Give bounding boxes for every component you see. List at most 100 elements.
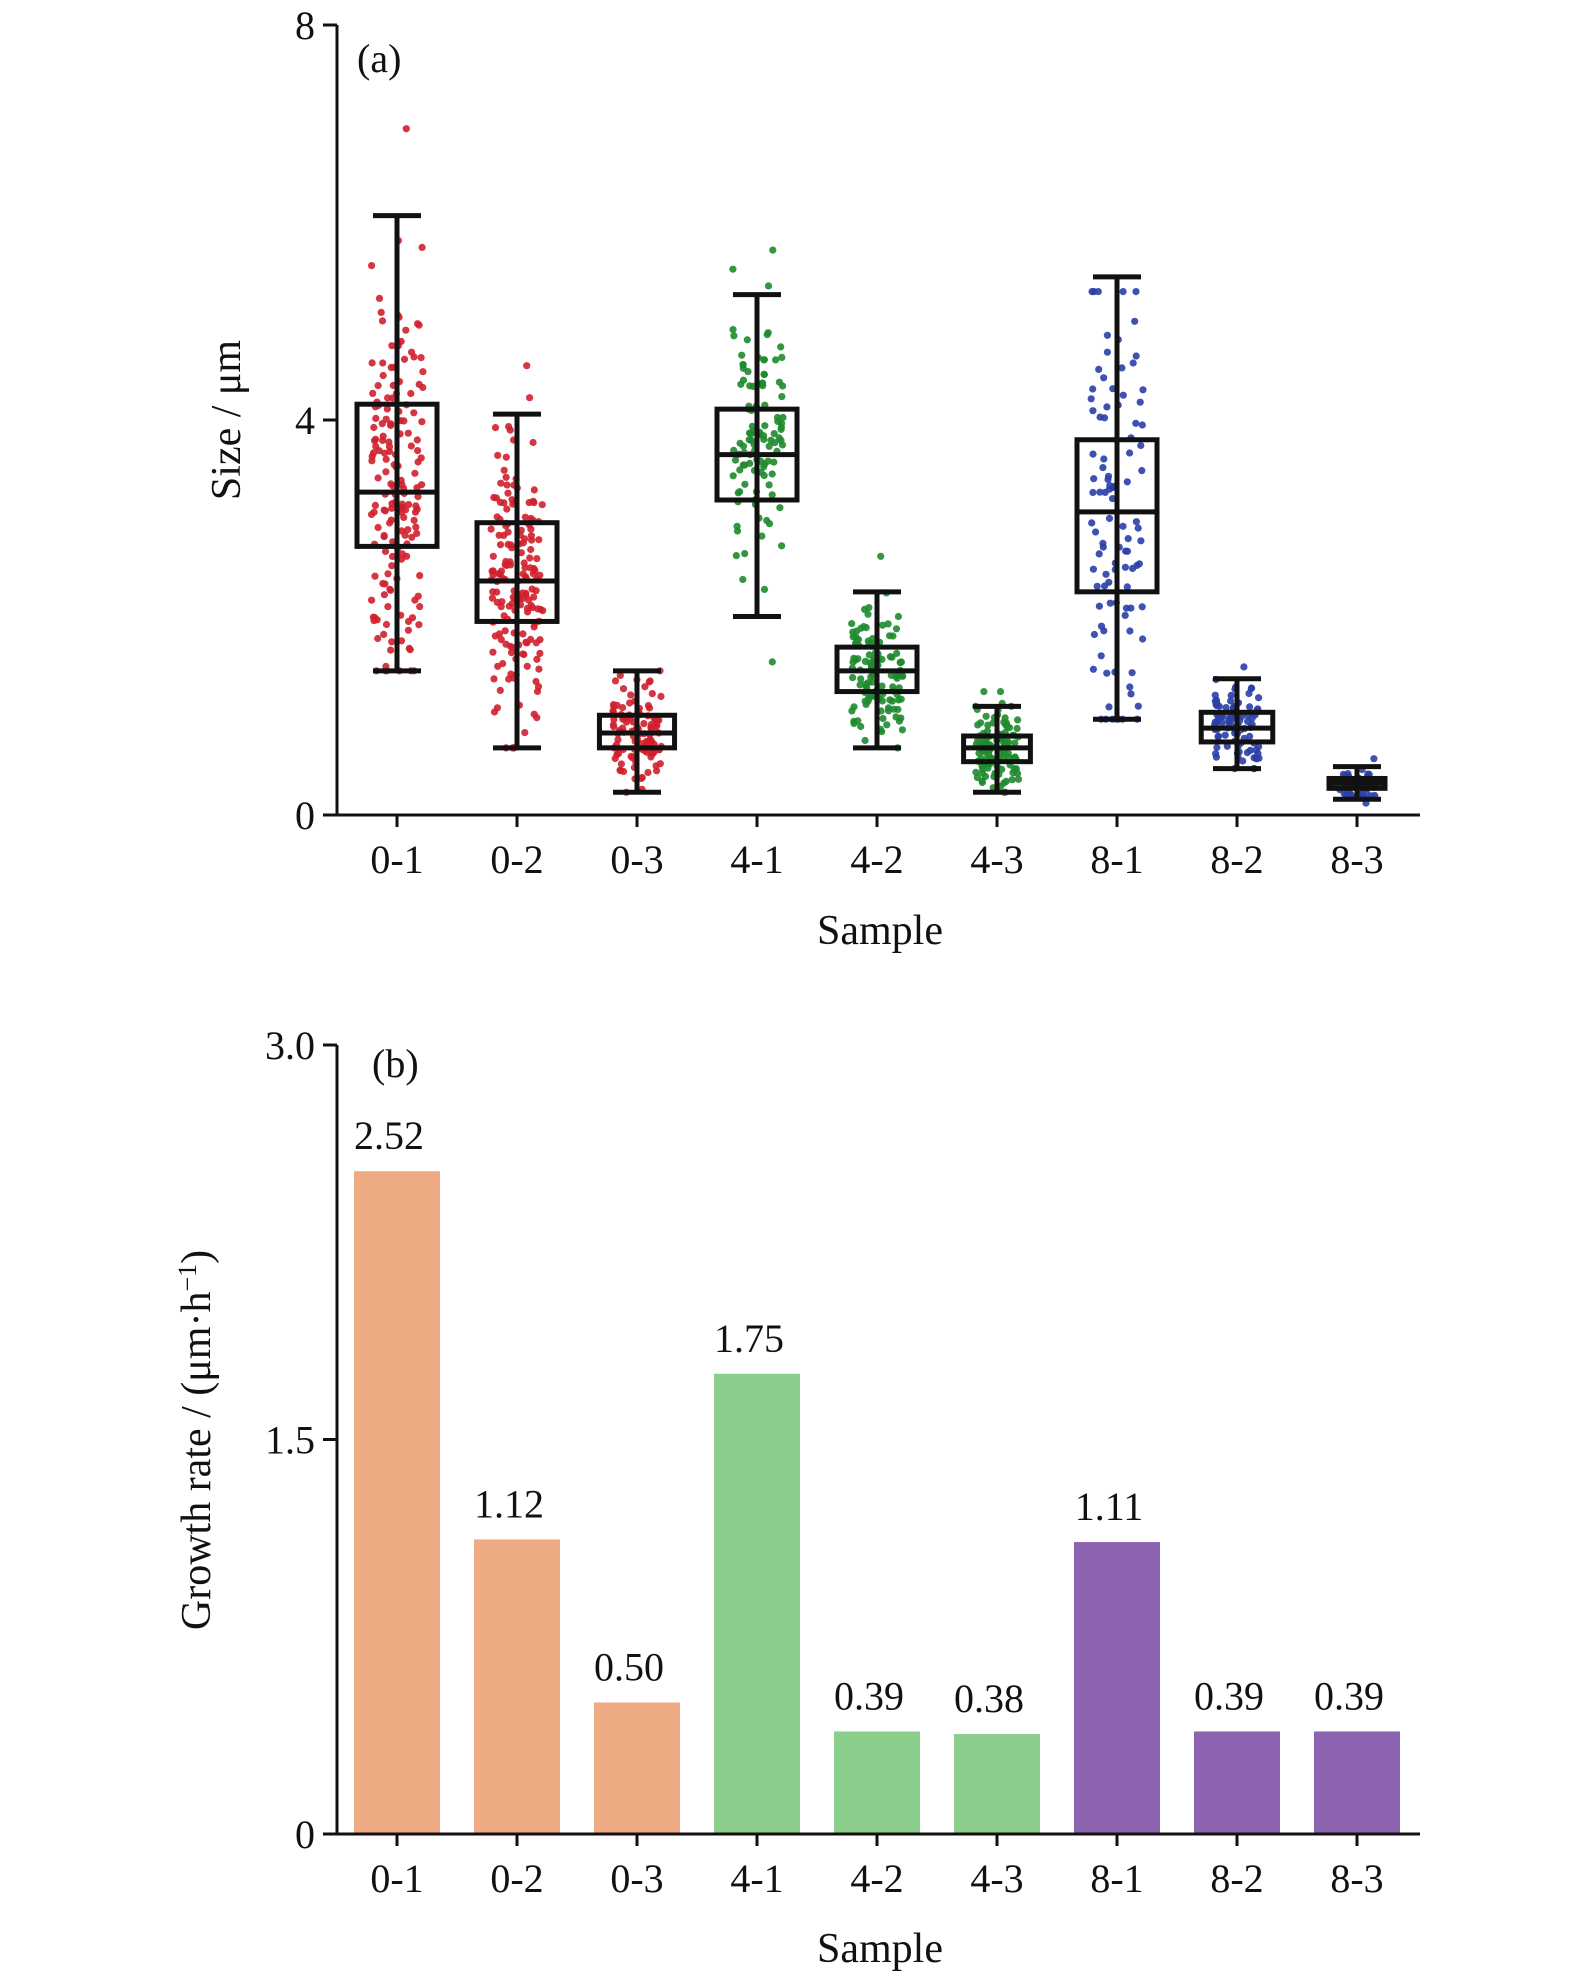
panel-a-data-point bbox=[1128, 669, 1136, 677]
panel-a-data-point bbox=[1129, 359, 1137, 367]
panel-a-data-point bbox=[1013, 724, 1021, 733]
panel-a-data-point bbox=[861, 697, 869, 705]
panel-a-data-point bbox=[761, 422, 769, 430]
panel-a-data-point bbox=[400, 417, 408, 425]
panel-a-data-point bbox=[619, 685, 628, 693]
panel-a-data-point bbox=[853, 637, 861, 646]
panel-a-data-point bbox=[609, 707, 617, 715]
panel-a-data-point bbox=[877, 552, 885, 560]
panel-a-data-point bbox=[411, 596, 419, 604]
panel-b-x-tick-label: 4-3 bbox=[970, 1856, 1023, 1901]
panel-b-x-tick-label: 8-2 bbox=[1210, 1856, 1263, 1901]
panel-a-data-point bbox=[503, 505, 511, 513]
panel-a-data-point bbox=[530, 564, 538, 573]
panel-a-data-point bbox=[765, 442, 773, 450]
panel-a-data-point bbox=[1370, 755, 1378, 763]
panel-a-data-point bbox=[1002, 739, 1010, 747]
panel-a-data-point bbox=[1218, 719, 1226, 727]
panel-a-x-tick-label: 8-1 bbox=[1090, 837, 1143, 882]
panel-a-data-point bbox=[505, 602, 513, 610]
panel-a-data-point bbox=[402, 125, 410, 133]
panel-a-data-point bbox=[506, 558, 514, 566]
panel-a-data-point bbox=[1255, 743, 1263, 751]
panel-a-data-point bbox=[398, 500, 406, 508]
panel-a-data-point bbox=[377, 308, 385, 316]
panel-a-data-point bbox=[523, 362, 531, 370]
panel-a-data-point bbox=[1226, 713, 1234, 722]
panel-a-data-point bbox=[1123, 478, 1131, 486]
panel-a-data-point bbox=[883, 721, 891, 729]
panel-a-data-point bbox=[1132, 352, 1140, 360]
panel-a-data-point bbox=[1248, 684, 1256, 692]
panel-a-data-point bbox=[412, 523, 420, 531]
panel-a-data-point bbox=[764, 282, 773, 290]
panel-a-data-point bbox=[856, 681, 864, 689]
panel-a-data-point bbox=[410, 516, 418, 524]
panel-a-data-point bbox=[774, 417, 782, 425]
panel-a-data-point bbox=[1136, 398, 1144, 406]
panel-a-data-point bbox=[379, 579, 387, 588]
panel-a-data-point bbox=[853, 627, 861, 635]
panel-a-data-point bbox=[408, 614, 417, 622]
panel-a-data-point bbox=[530, 499, 538, 507]
panel-a-data-point bbox=[497, 479, 505, 487]
panel-a-data-point bbox=[410, 409, 418, 417]
panel-a-data-point bbox=[1001, 714, 1009, 722]
panel-a-data-point bbox=[489, 648, 497, 656]
panel-a-data-point bbox=[850, 654, 858, 663]
panel-a-data-point bbox=[506, 642, 515, 650]
panel-a-data-point bbox=[894, 612, 903, 621]
panel-b-y-axis-title-superscript: −1 bbox=[173, 1264, 202, 1292]
panel-a-data-point bbox=[1134, 702, 1142, 710]
panel-a-data-point bbox=[503, 481, 511, 489]
panel-a-data-point bbox=[497, 603, 505, 611]
panel-a-data-point bbox=[489, 552, 497, 560]
panel-a-data-point bbox=[848, 707, 856, 715]
panel-a-data-point bbox=[739, 575, 747, 584]
panel-a-data-point bbox=[864, 679, 872, 687]
panel-a-data-point bbox=[1100, 414, 1109, 422]
panel-a-data-point bbox=[521, 564, 529, 572]
panel-a-data-point bbox=[778, 393, 786, 401]
panel-a-data-point bbox=[1014, 770, 1022, 778]
panel-a-data-point bbox=[1092, 528, 1100, 536]
panel-a-data-point bbox=[495, 630, 503, 638]
panel-a-data-point bbox=[627, 691, 635, 699]
panel-a-data-point bbox=[496, 541, 505, 549]
panel-a-y-tick-label: 8 bbox=[295, 3, 315, 48]
panel-a-data-point bbox=[527, 635, 535, 644]
panel-a-data-point bbox=[879, 621, 887, 629]
panel-a-data-point bbox=[996, 688, 1005, 696]
panel-a-data-point bbox=[388, 638, 396, 646]
panel-a-data-point bbox=[644, 702, 653, 710]
panel-a-data-point bbox=[890, 705, 898, 713]
panel-a-data-point bbox=[893, 674, 901, 682]
panel-a-data-point bbox=[416, 572, 424, 580]
panel-a-data-point bbox=[768, 491, 776, 499]
panel-a-data-point bbox=[760, 356, 769, 364]
panel-b-bar bbox=[954, 1734, 1040, 1834]
panel-a-data-point bbox=[778, 353, 786, 361]
panel-a-data-point bbox=[611, 754, 619, 763]
panel-a-data-point bbox=[496, 570, 504, 579]
panel-a-data-point bbox=[401, 531, 409, 539]
panel-a-data-point bbox=[538, 501, 546, 509]
panel-a-data-point bbox=[763, 516, 771, 525]
panel-a-data-point bbox=[379, 371, 387, 380]
panel-a-x-tick-label: 0-1 bbox=[370, 837, 423, 882]
panel-a-data-point bbox=[1240, 663, 1248, 671]
panel-a-data-point bbox=[384, 603, 392, 611]
panel-a-data-point bbox=[892, 625, 901, 633]
panel-a-data-point bbox=[768, 470, 776, 478]
panel-a-data-point bbox=[524, 608, 532, 616]
panel-a-data-point bbox=[1089, 450, 1097, 458]
panel-a-data-point bbox=[1088, 519, 1096, 527]
panel-a-data-point bbox=[884, 620, 892, 628]
panel-a-data-point bbox=[1106, 599, 1114, 607]
panel-a-data-point bbox=[408, 533, 416, 541]
panel-a-data-point bbox=[640, 720, 648, 728]
panel-a-data-point bbox=[733, 522, 741, 530]
panel-a-data-point bbox=[523, 662, 531, 670]
panel-b-y-ticks: 0 1.5 3.0 bbox=[265, 1023, 337, 1857]
panel-a-data-point bbox=[1214, 732, 1222, 740]
